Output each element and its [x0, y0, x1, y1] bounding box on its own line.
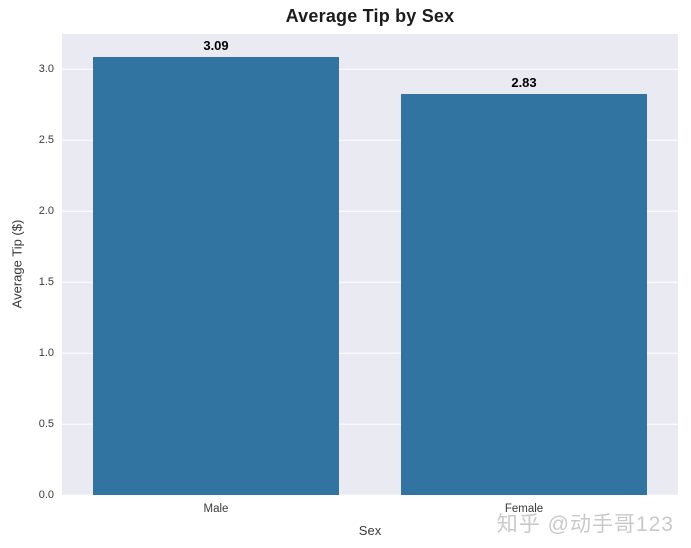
gridline-y-1.0	[62, 352, 678, 354]
gridline-y-0.0	[62, 494, 678, 496]
watermark: 知乎 @动手哥123	[496, 513, 674, 536]
gridline-y-3.0	[62, 68, 678, 71]
y-tick-label-0.0: 0.0	[38, 489, 54, 501]
bar-male	[92, 56, 340, 495]
gridline-y-1.5	[62, 281, 678, 283]
y-tick-label-2.5: 2.5	[38, 134, 54, 147]
y-tick-label-0.5: 0.5	[38, 418, 54, 431]
y-tick-label-3.0: 3.0	[38, 63, 54, 76]
y-tick-label-1.0: 1.0	[38, 347, 54, 360]
bar-female	[400, 93, 648, 495]
x-axis-label: Sex	[358, 523, 382, 538]
y-tick-label-2.0: 2.0	[38, 205, 54, 218]
gridline-y-2.0	[62, 210, 678, 213]
bar-value-label-male: 3.09	[203, 37, 229, 53]
x-tick-label-female: Female	[504, 503, 544, 515]
bar-value-label-female: 2.83	[511, 74, 537, 90]
x-tick-label-male: Male	[203, 503, 229, 515]
y-tick-label-1.5: 1.5	[38, 276, 54, 289]
chart-title: Average Tip by Sex	[285, 6, 455, 26]
gridline-y-2.5	[62, 139, 678, 142]
plot-area: 3.09 2.83	[62, 34, 678, 496]
y-axis-label: Average Tip ($)	[9, 219, 25, 309]
gridline-y-0.5	[62, 423, 678, 425]
